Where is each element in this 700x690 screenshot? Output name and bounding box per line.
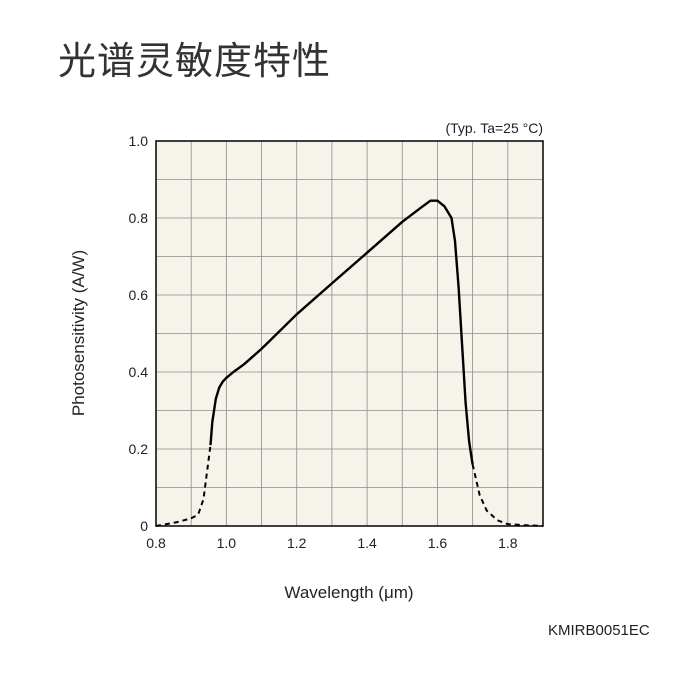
plot-frame: [155, 140, 544, 527]
x-tick-label: 1.0: [217, 535, 237, 551]
page-title: 光谱灵敏度特性: [58, 39, 332, 83]
x-axis-label: Wavelength (μm): [284, 583, 413, 602]
x-tick-label: 1.6: [428, 535, 448, 551]
series-line-dashed-0: [155, 444, 212, 527]
x-tick-label: 1.4: [357, 535, 377, 551]
y-tick-label: 0: [140, 518, 148, 534]
y-tick-label: 0.8: [129, 210, 149, 226]
x-tick-label: 0.8: [146, 535, 166, 551]
y-tick-label: 1.0: [129, 133, 149, 149]
grid-lines: [156, 141, 543, 526]
data-series: [155, 199, 544, 527]
y-tick-label: 0.4: [129, 364, 149, 380]
y-axis-label: Photosensitivity (A/W): [69, 250, 88, 416]
axis-ticks: 0.8 1.0 1.2 1.4 1.6 1.8 0 0.2 0.4 0.6 0.8 1.0: [129, 133, 518, 551]
x-tick-label: 1.8: [498, 535, 518, 551]
series-line-solid-1: [209, 199, 474, 465]
y-tick-label: 0.2: [129, 441, 149, 457]
figure-code: KMIRB0051EC: [548, 622, 650, 639]
y-tick-label: 0.6: [129, 287, 149, 303]
x-tick-label: 1.2: [287, 535, 307, 551]
series-line-dashed-2: [471, 464, 544, 527]
conditions-annotation: (Typ. Ta=25 °C): [445, 120, 543, 136]
